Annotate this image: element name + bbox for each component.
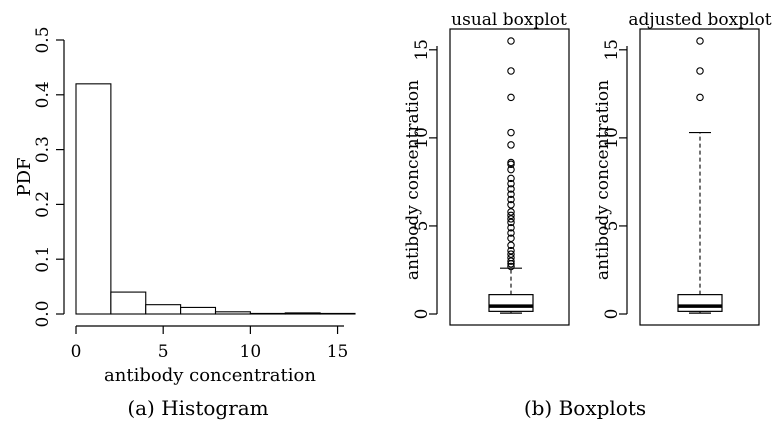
boxplot-outlier xyxy=(507,179,515,188)
boxplot-outlier xyxy=(507,257,515,265)
hist-x-tick-label: 0 xyxy=(71,342,82,362)
boxplot-y-tick-label: 10 xyxy=(602,127,622,149)
boxplot-outlier xyxy=(507,93,515,102)
boxplot-outlier xyxy=(507,223,515,232)
boxplot-outlier xyxy=(696,37,704,45)
histogram-panel: 0.0 0.1 0.2 0.3 0.4 0.5 0 5 10 15 antibody conce… xyxy=(14,26,356,386)
boxplot-outlier xyxy=(507,190,515,198)
boxplot-outlier xyxy=(507,250,515,258)
boxplot-outlier xyxy=(507,201,515,209)
boxplot-outlier xyxy=(507,208,515,216)
boxplot-outlier xyxy=(507,160,515,169)
hist-x-tick-label: 5 xyxy=(158,342,169,362)
hist-bar xyxy=(180,306,217,315)
boxplot-y-tick-label: 5 xyxy=(602,221,622,232)
boxplot-outlier xyxy=(507,195,515,204)
boxplot-outlier xyxy=(507,211,515,220)
hist-bar xyxy=(110,291,147,315)
hist-x-label: antibody concentration xyxy=(104,365,316,386)
boxplot-outlier xyxy=(696,67,704,75)
caption-b: (b) Boxplots xyxy=(524,396,646,420)
caption-a: (a) Histogram xyxy=(127,396,268,420)
boxplot-outlier xyxy=(696,93,704,102)
hist-bar xyxy=(75,83,112,315)
boxplot-y-tick-label: 10 xyxy=(412,127,432,149)
boxplot-box xyxy=(488,294,534,312)
hist-x-tick-label: 10 xyxy=(240,342,262,362)
hist-x-tick-label: 15 xyxy=(327,342,349,362)
hist-y-tick-label: 0.5 xyxy=(33,26,53,53)
usual-boxplot-y-label: antibody concentration xyxy=(403,80,423,280)
boxplot-outlier xyxy=(507,128,515,137)
boxplot-outlier xyxy=(507,262,515,271)
boxplot-y-tick-label: 5 xyxy=(412,221,432,232)
hist-bar xyxy=(214,311,251,315)
hist-y-tick-label: 0.2 xyxy=(33,191,53,218)
adjusted-boxplot-y-label: antibody concentration xyxy=(593,80,613,280)
boxplot-y-tick-label: 0 xyxy=(412,309,432,320)
adjusted-boxplot-title: adjusted boxplot xyxy=(628,10,771,30)
boxplot-y-tick-label: 0 xyxy=(602,309,622,320)
boxplot-y-tick-label: 15 xyxy=(412,39,432,61)
usual-boxplot-panel: 0 5 10 15 usual boxplot antibody concentrat… xyxy=(403,10,570,326)
boxplot-y-tick-label: 15 xyxy=(602,39,622,61)
boxplot-outlier xyxy=(507,141,515,149)
adjusted-boxplot-panel: 0 5 10 15 adjusted boxplot antibody concent… xyxy=(593,10,772,326)
hist-y-tick-label: 0.4 xyxy=(33,81,53,108)
hist-y-tick-label: 0.3 xyxy=(33,136,53,163)
hist-y-tick-label: 0.0 xyxy=(33,300,53,327)
boxplot-outlier xyxy=(507,165,515,174)
boxplot-outlier xyxy=(507,174,515,183)
boxplot-outlier xyxy=(507,185,515,193)
boxplot-outlier xyxy=(507,37,515,45)
hist-bar xyxy=(319,312,356,315)
boxplot-outlier xyxy=(507,241,515,250)
boxplot-box xyxy=(677,294,723,312)
usual-boxplot-title: usual boxplot xyxy=(451,10,567,30)
boxplot-outlier xyxy=(507,260,515,268)
usual-boxplot-frame xyxy=(449,28,570,326)
hist-bar xyxy=(284,312,321,315)
boxplot-outlier xyxy=(507,229,515,237)
hist-y-tick-label: 0.1 xyxy=(33,246,53,273)
boxplot-outlier xyxy=(507,218,515,227)
adjusted-boxplot-frame xyxy=(639,28,760,326)
boxplot-outlier xyxy=(507,215,515,223)
boxplot-outlier xyxy=(507,67,515,75)
hist-y-label: PDF xyxy=(14,157,35,196)
boxplot-outlier xyxy=(507,246,515,255)
boxplot-outlier xyxy=(507,234,515,243)
hist-bar xyxy=(249,312,286,315)
hist-bar xyxy=(145,304,182,315)
